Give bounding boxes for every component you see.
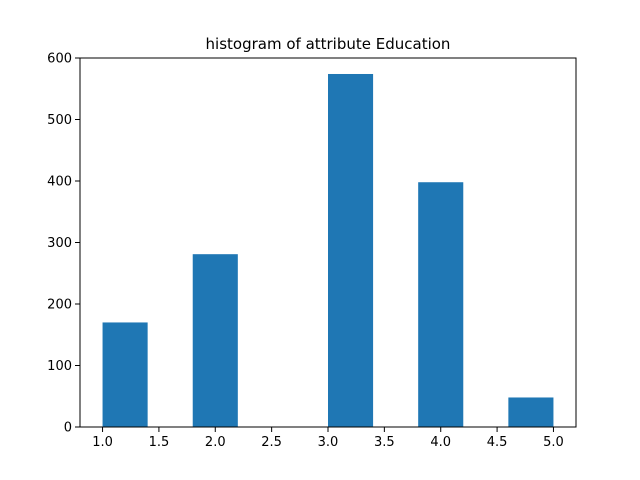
x-tick-label: 5.0 xyxy=(543,435,564,450)
x-tick-label: 3.5 xyxy=(374,435,395,450)
x-tick-label: 1.5 xyxy=(149,435,170,450)
histogram-bar-10 xyxy=(508,397,554,427)
x-tick-label: 2.5 xyxy=(261,435,282,450)
x-tick-label: 4.5 xyxy=(487,435,508,450)
x-axis: 1.0 1.5 2.0 2.5 3.0 3.5 4.0 4.5 5.0 xyxy=(92,427,564,450)
histogram-bar-3 xyxy=(192,254,238,427)
y-axis: 0 100 200 300 400 500 600 xyxy=(47,52,80,436)
bars-group xyxy=(102,73,554,428)
chart-title: histogram of attribute Education xyxy=(206,35,451,53)
y-tick-label: 300 xyxy=(47,236,72,251)
x-tick-label: 1.0 xyxy=(92,435,113,450)
y-tick-label: 400 xyxy=(47,175,72,190)
plot-frame xyxy=(79,57,577,428)
histogram-bar-8 xyxy=(418,182,464,427)
y-tick-label: 600 xyxy=(47,52,72,67)
x-tick-label: 2.0 xyxy=(205,435,226,450)
histogram-bar-6 xyxy=(328,73,374,428)
y-tick-label: 200 xyxy=(47,298,72,313)
histogram-bar-1 xyxy=(102,322,148,427)
x-tick-label: 4.0 xyxy=(430,435,451,450)
x-tick-label: 3.0 xyxy=(318,435,339,450)
y-tick-label: 100 xyxy=(47,359,72,374)
y-tick-label: 500 xyxy=(47,113,72,128)
y-tick-label: 0 xyxy=(64,421,72,436)
